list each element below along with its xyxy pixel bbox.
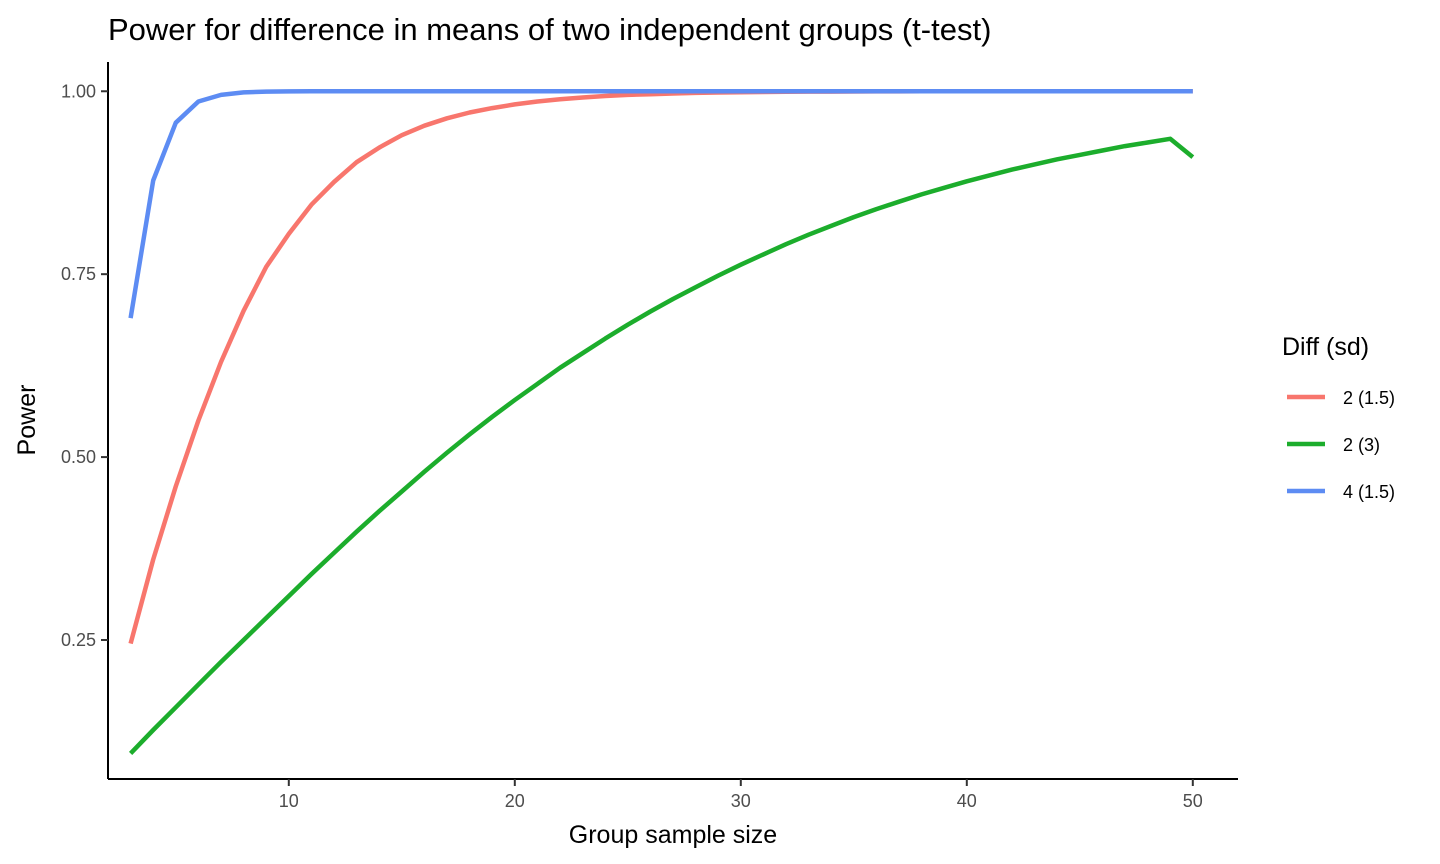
series-line-1: [128, 89, 1193, 645]
legend: Diff (sd) 2 (1.5) 2 (3) 4 (1.5): [1282, 333, 1395, 502]
series-line-2: [128, 136, 1195, 755]
plot-area: [128, 89, 1195, 755]
legend-title: Diff (sd): [1282, 333, 1369, 361]
x-tick-label: 30: [731, 791, 751, 811]
legend-label: 4 (1.5): [1343, 482, 1395, 502]
y-tick-label: 1.00: [61, 81, 96, 101]
x-tick-label: 10: [279, 791, 299, 811]
x-tick-label: 40: [957, 791, 977, 811]
x-axis-title: Group sample size: [569, 821, 777, 849]
y-axis-title: Power: [13, 385, 41, 456]
series-line-3: [128, 89, 1193, 319]
legend-label: 2 (3): [1343, 435, 1380, 455]
legend-items: 2 (1.5) 2 (3) 4 (1.5): [1287, 388, 1395, 502]
legend-label: 2 (1.5): [1343, 388, 1395, 408]
x-tick-label: 20: [505, 791, 525, 811]
x-tick-label: 50: [1183, 791, 1203, 811]
y-tick-label: 0.50: [61, 447, 96, 467]
y-tick-label: 0.75: [61, 264, 96, 284]
chart-title: Power for difference in means of two ind…: [108, 12, 991, 47]
y-tick-label: 0.25: [61, 630, 96, 650]
y-axis-ticks: 0.25 0.50 0.75 1.00: [61, 81, 108, 650]
x-axis-ticks: 10 20 30 40 50: [279, 779, 1203, 811]
